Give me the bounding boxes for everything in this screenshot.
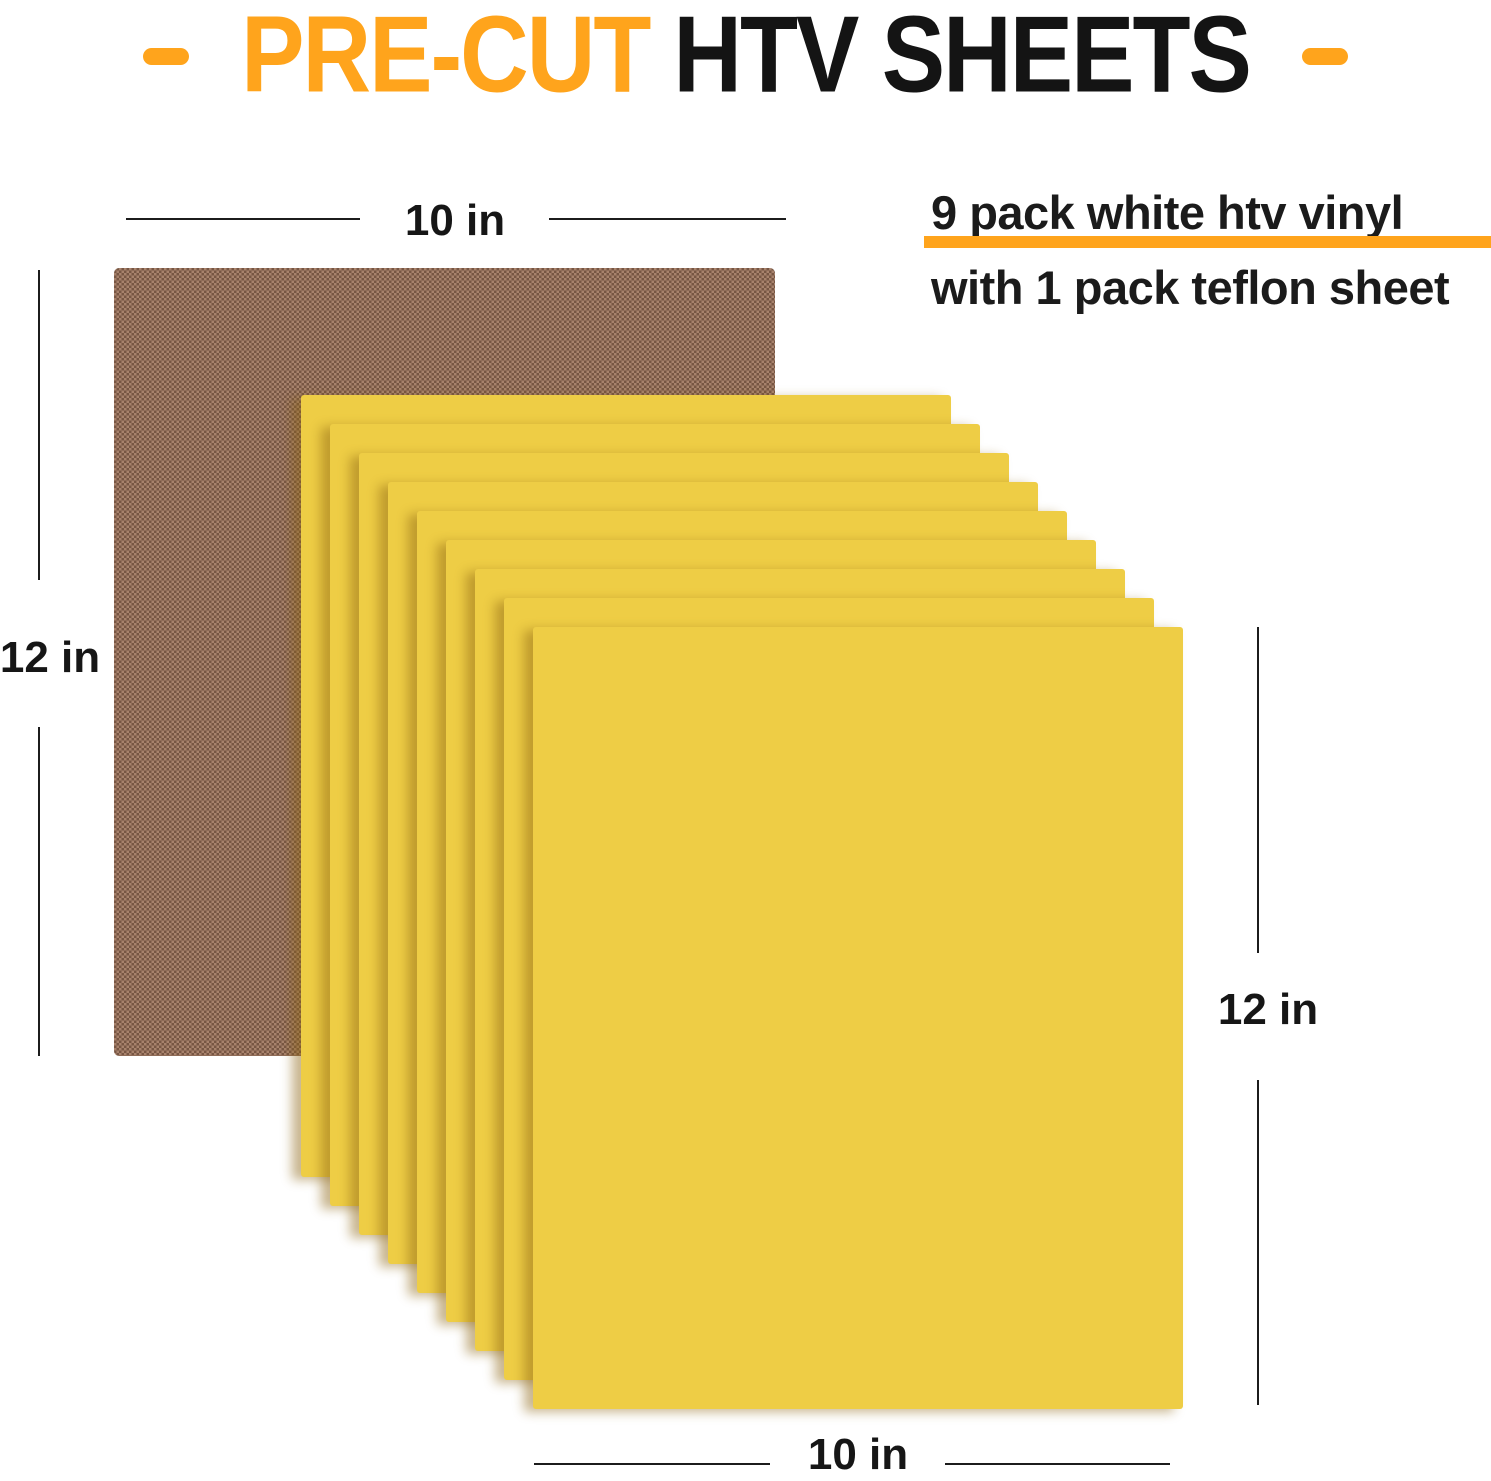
vinyl-sheet (533, 627, 1183, 1409)
title-dash-right-icon (1301, 47, 1348, 65)
teflon-width-dim-line-left (126, 218, 360, 220)
title-rest: HTV SHEETS (673, 0, 1251, 116)
title-banner: PRE-CUT HTV SHEETS (0, 0, 1491, 112)
title-highlight: PRE-CUT (241, 0, 651, 116)
teflon-height-label: 12 in (0, 633, 101, 682)
vinyl-width-dim-line-right (945, 1463, 1170, 1465)
teflon-width-label: 10 in (404, 196, 506, 245)
title-dash-left-icon (143, 47, 190, 65)
vinyl-height-dim-line-top (1257, 627, 1259, 953)
page-title: PRE-CUT HTV SHEETS (241, 1, 1252, 109)
vinyl-height-label: 12 in (1217, 985, 1319, 1034)
teflon-height-dim-line-top (38, 270, 40, 580)
note-underline-bar (924, 236, 1491, 248)
teflon-height-dim-line-bottom (38, 727, 40, 1056)
vinyl-width-label: 10 in (807, 1430, 909, 1479)
vinyl-height-dim-line-bottom (1257, 1080, 1259, 1405)
teflon-width-dim-line-right (549, 218, 786, 220)
vinyl-width-dim-line-left (534, 1463, 770, 1465)
note-line-2: with 1 pack teflon sheet (931, 261, 1450, 314)
note-line-1: 9 pack white htv vinyl (931, 186, 1404, 239)
